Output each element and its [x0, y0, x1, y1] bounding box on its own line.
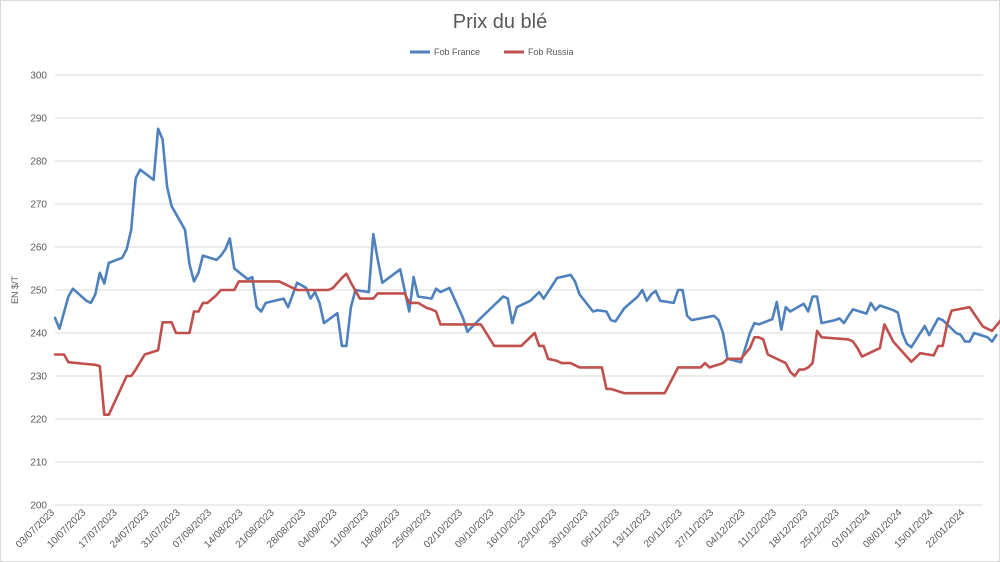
y-tick-label: 220 — [30, 415, 47, 426]
y-tick-label: 230 — [30, 372, 47, 383]
y-tick-label: 280 — [30, 157, 47, 168]
y-tick-label: 250 — [30, 286, 47, 297]
x-tick-labels: 03/07/202310/07/202317/07/202324/07/2023… — [14, 507, 968, 550]
y-tick-label: 240 — [30, 329, 47, 340]
y-tick-label: 210 — [30, 458, 47, 469]
y-gridlines — [55, 74, 983, 506]
chart-title: Prix du blé — [453, 11, 548, 33]
y-axis-label: EN $/T — [10, 275, 20, 304]
series-line-fob-france — [53, 127, 998, 364]
y-tick-label: 300 — [30, 71, 47, 82]
legend-label-fob-russia: Fob Russia — [528, 47, 574, 57]
y-tick-label: 290 — [30, 114, 47, 125]
series-line-fob-russia — [53, 272, 1000, 417]
y-tick-label: 200 — [30, 501, 47, 512]
y-tick-labels: 200 210 220 230 240 250 260 270 280 290 300 — [30, 71, 47, 512]
y-tick-label: 260 — [30, 243, 47, 254]
y-tick-label: 270 — [30, 200, 47, 211]
legend-label-fob-france: Fob France — [434, 47, 480, 57]
series-lines — [53, 127, 1000, 417]
legend: Fob France Fob Russia — [410, 47, 574, 57]
